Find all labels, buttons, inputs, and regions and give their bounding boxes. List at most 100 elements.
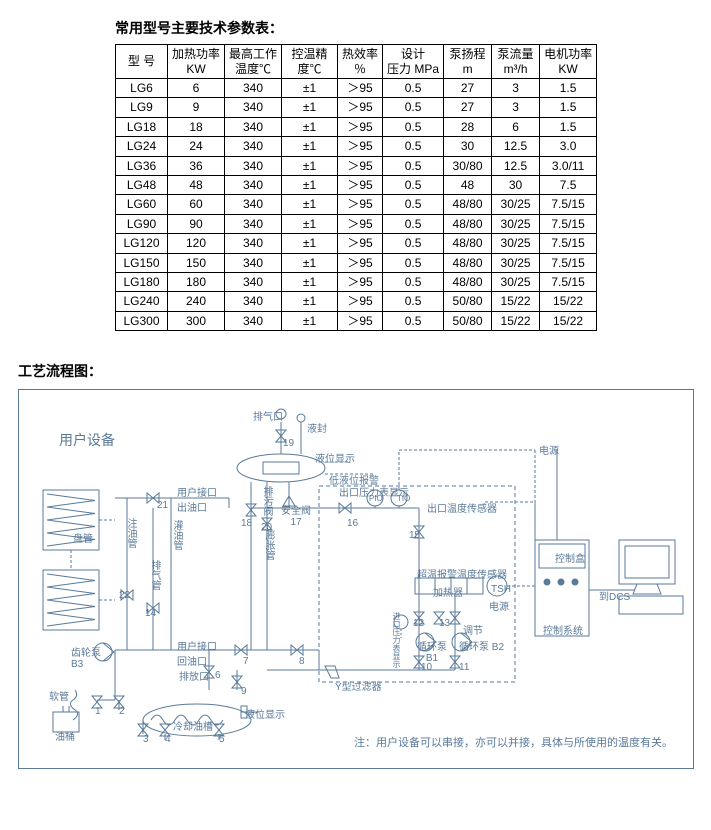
table-cell: 0.5 [383,137,444,156]
table-cell: 15/22 [540,311,597,330]
lbl-v12: 12 [413,618,424,629]
lbl-tsh: TSH [491,584,511,595]
table-cell: 340 [225,311,282,330]
col-header: 泵扬程 m [444,45,492,79]
table-row: LG300300340±1＞950.550/8015/2215/22 [116,311,597,330]
table-cell: 15/22 [492,311,540,330]
table-cell: 30/25 [492,195,540,214]
diagram-note: 注：用户设备可以串接，亦可以并接，具体与所使用的温度有关。 [354,734,673,750]
table-cell: ＞95 [338,311,383,330]
table-cell: 18 [168,117,225,136]
diagram-title: 工艺流程图： [18,361,711,381]
lbl-exhaust: 排气管 [147,560,162,590]
table-row: LG99340±1＞950.52731.5 [116,98,597,117]
table-cell: LG9 [116,98,168,117]
table-cell: 48/80 [444,272,492,291]
table-cell: 340 [225,253,282,272]
table-cell: 0.5 [383,253,444,272]
col-header: 热效率 ％ [338,45,383,79]
table-cell: 340 [225,79,282,98]
table-row: LG4848340±1＞950.548307.5 [116,175,597,194]
table-row: LG3636340±1＞950.530/8012.53.0/11 [116,156,597,175]
table-cell: 340 [225,214,282,233]
table-cell: 30/25 [492,214,540,233]
table-cell: ＞95 [338,195,383,214]
table-cell: 3.0 [540,137,597,156]
table-cell: 3.0/11 [540,156,597,175]
table-cell: 30/25 [492,253,540,272]
table-cell: ＞95 [338,79,383,98]
table-cell: 30/25 [492,234,540,253]
lbl-safety: 安全阀 17 [281,502,311,528]
table-cell: 340 [225,272,282,291]
col-header: 型 号 [116,45,168,79]
lbl-user-in: 用户接口 回油口 [177,638,217,668]
table-cell: 340 [225,117,282,136]
lbl-drain: 排放口 [179,668,209,683]
lbl-v5: 5 [219,734,225,745]
table-cell: 0.5 [383,311,444,330]
lbl-v13: 13 [439,618,450,629]
col-header: 设计 压力 MPa [383,45,444,79]
table-cell: LG240 [116,292,168,311]
table-cell: ＞95 [338,98,383,117]
table-cell: 48/80 [444,195,492,214]
table-cell: 7.5/15 [540,272,597,291]
lbl-out-temp: 出口温度传感器 [427,500,497,515]
table-cell: ＞95 [338,292,383,311]
lbl-v21: 21 [157,500,168,511]
lbl-v22: 22 [119,590,130,601]
table-cell: 0.5 [383,292,444,311]
lbl-in-press: 进口压力表显示 [391,612,402,668]
table-cell: 36 [168,156,225,175]
table-cell: 30/80 [444,156,492,175]
table-cell: 0.5 [383,195,444,214]
table-cell: ±1 [282,98,338,117]
table-cell: LG180 [116,272,168,291]
lbl-valve-fill: 液封 [307,420,327,435]
table-cell: ±1 [282,195,338,214]
lbl-control-sys: 控制系统 [543,622,583,637]
table-cell: 15/22 [540,292,597,311]
table-cell: 150 [168,253,225,272]
lbl-user-equipment: 用户设备 [59,430,115,450]
table-cell: 340 [225,175,282,194]
lbl-v2: 2 [119,706,125,717]
table-cell: LG48 [116,175,168,194]
table-cell: 340 [225,137,282,156]
lbl-gear-pump: 齿轮泵 B3 [71,644,101,670]
table-cell: 7.5 [540,175,597,194]
lbl-over-temp: 超温报警温度传感器 [417,566,507,581]
table-cell: ±1 [282,156,338,175]
lbl-level1: 液位显示 [315,450,355,465]
table-row: LG150150340±1＞950.548/8030/257.5/15 [116,253,597,272]
lbl-pio: PIO [369,494,383,503]
lbl-pump-b1: 循环泵 B1 [417,638,447,664]
lbl-v3: 3 [143,734,149,745]
table-cell: ＞95 [338,156,383,175]
table-cell: ±1 [282,175,338,194]
lbl-oil-drum: 油桶 [55,728,75,743]
table-cell: ±1 [282,214,338,233]
table-cell: 50/80 [444,292,492,311]
lbl-power2: 电源 [539,442,559,457]
table-cell: LG36 [116,156,168,175]
table-cell: 6 [492,117,540,136]
lbl-pump-b2: 循环泵 B2 [459,638,504,653]
table-cell: 1.5 [540,79,597,98]
table-cell: 30 [444,137,492,156]
table-cell: 0.5 [383,79,444,98]
col-header: 加热功率 KW [168,45,225,79]
table-row: LG240240340±1＞950.550/8015/2215/22 [116,292,597,311]
table-cell: 120 [168,234,225,253]
lbl-level2: 液位显示 [245,706,285,721]
table-cell: 340 [225,156,282,175]
lbl-y-filter: Y型过滤器 [335,678,382,693]
lbl-tio: TIO [397,494,410,503]
table-cell: ＞95 [338,137,383,156]
table-cell: LG120 [116,234,168,253]
lbl-oil-fill: 灌油管 [169,520,184,550]
table-cell: ±1 [282,272,338,291]
table-cell: 300 [168,311,225,330]
lbl-v20: 20 [261,522,272,533]
